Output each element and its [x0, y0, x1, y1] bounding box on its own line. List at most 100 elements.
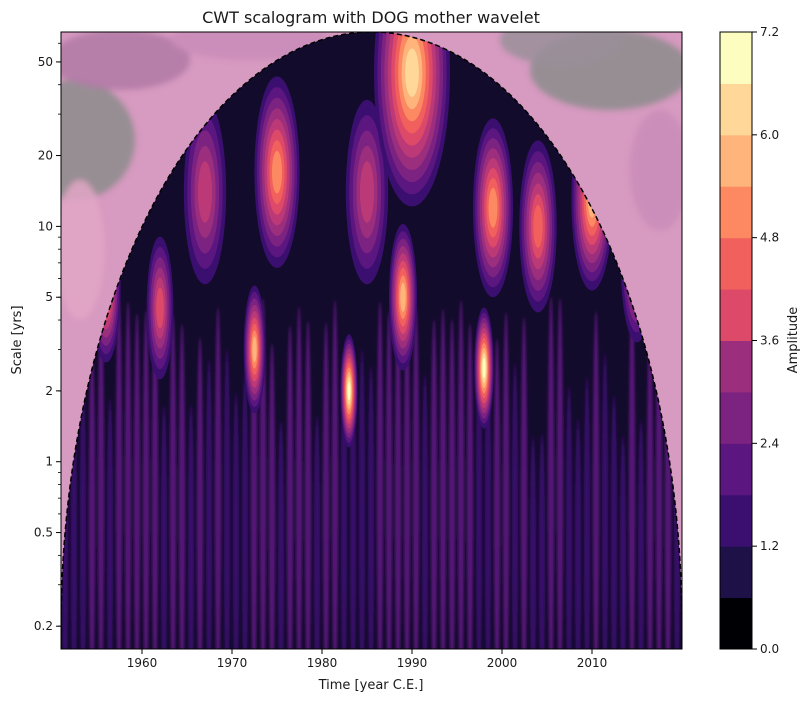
ridge: [385, 310, 393, 649]
ridge: [583, 377, 591, 649]
ridge: [205, 358, 213, 649]
ridge: [187, 404, 195, 649]
ridge: [493, 338, 501, 649]
y-tick-label: 5: [45, 290, 53, 304]
ridge: [223, 348, 231, 649]
feature-contour: [405, 48, 419, 97]
ridge: [502, 311, 510, 649]
wavelet-ridges: [61, 296, 681, 649]
ridge: [628, 296, 636, 649]
colorbar-segment: [720, 391, 752, 444]
feature-contour: [359, 161, 375, 223]
ridge: [466, 323, 474, 649]
outside-blob: [61, 180, 105, 320]
outside-blob: [630, 110, 682, 230]
y-tick-label: 2: [45, 384, 53, 398]
feature-contour: [400, 282, 406, 312]
ridge: [439, 308, 447, 649]
ridge: [349, 366, 357, 649]
colorbar-segment: [720, 83, 752, 136]
colorbar-segment: [720, 289, 752, 341]
colorbar-segment: [720, 443, 752, 496]
colorbar-segment: [720, 237, 752, 290]
ridge: [79, 383, 87, 649]
ridge: [241, 371, 249, 649]
ridge: [115, 296, 123, 649]
feature-contour: [488, 187, 498, 228]
ridge: [601, 353, 609, 649]
ridge: [358, 348, 366, 649]
ridge: [313, 415, 321, 649]
x-axis: 1960 1970 1980 1990 2000 2010: [127, 649, 608, 670]
ridge: [484, 351, 492, 649]
plot-area: [61, 32, 682, 649]
ridge: [214, 307, 222, 649]
cone-of-influence-line: [61, 32, 682, 649]
ridge: [529, 436, 537, 649]
ridge: [556, 297, 564, 649]
ridge: [124, 301, 132, 649]
feature-contour: [156, 287, 164, 329]
ridge: [610, 394, 618, 649]
ridge: [412, 306, 420, 649]
ridge: [97, 301, 105, 649]
colorbar-segment: [720, 494, 752, 547]
ridge: [70, 402, 78, 649]
ridge: [448, 319, 456, 649]
colorbar-segment: [720, 340, 752, 393]
ridge: [232, 392, 240, 649]
colorbar-segment: [720, 597, 752, 650]
ridge: [88, 344, 96, 649]
ridge: [277, 420, 285, 649]
y-tick-label: 10: [38, 219, 53, 233]
ridge: [646, 325, 654, 649]
ridge: [457, 299, 465, 649]
y-axis-label: Scale [yrs]: [10, 305, 25, 374]
x-tick-label: 1970: [217, 656, 248, 670]
x-tick-label: 1990: [397, 656, 428, 670]
feature-contour: [271, 150, 283, 194]
y-tick-label: 1: [45, 455, 53, 469]
y-tick-label: 50: [38, 55, 53, 69]
chart-title: CWT scalogram with DOG mother wavelet: [202, 8, 540, 27]
feature-contour: [197, 161, 213, 223]
ridge: [475, 348, 483, 649]
ridge: [511, 362, 519, 649]
ridge: [592, 310, 600, 649]
feature-contour: [347, 381, 351, 401]
plot-frame: [60, 31, 683, 650]
ridge: [538, 433, 546, 649]
x-tick-label: 2010: [577, 656, 608, 670]
colorbar-segment: [720, 546, 752, 599]
ridge: [421, 373, 429, 649]
colorbar-tick-label: 6.0: [760, 128, 779, 142]
ridge: [133, 312, 141, 649]
y-tick-label: 20: [38, 149, 53, 163]
ridge: [547, 296, 555, 649]
feature-contour: [533, 204, 543, 248]
outside-blob: [61, 32, 190, 90]
colorbar-tick-label: 1.2: [760, 539, 779, 553]
feature-contour: [482, 357, 486, 379]
ridge: [376, 301, 384, 649]
x-tick-label: 2000: [487, 656, 518, 670]
ridge: [268, 343, 276, 649]
colorbar-tick-label: 0.0: [760, 642, 779, 656]
colorbar-tick-label: 2.4: [760, 436, 779, 450]
ridge: [286, 325, 294, 649]
ridge: [196, 337, 204, 649]
x-axis-label: Time [year C.E.]: [318, 678, 424, 693]
ridge: [403, 316, 411, 649]
colorbar-segment: [720, 186, 752, 239]
ridge: [151, 304, 159, 649]
outside-blob: [61, 80, 135, 200]
colorbar-tick-label: 3.6: [760, 334, 779, 348]
ridge: [430, 319, 438, 649]
outside-blob: [500, 32, 620, 65]
ridge: [565, 385, 573, 649]
colorbar-tick-label: 4.8: [760, 231, 779, 245]
ridge: [367, 365, 375, 649]
ridge: [106, 398, 114, 649]
